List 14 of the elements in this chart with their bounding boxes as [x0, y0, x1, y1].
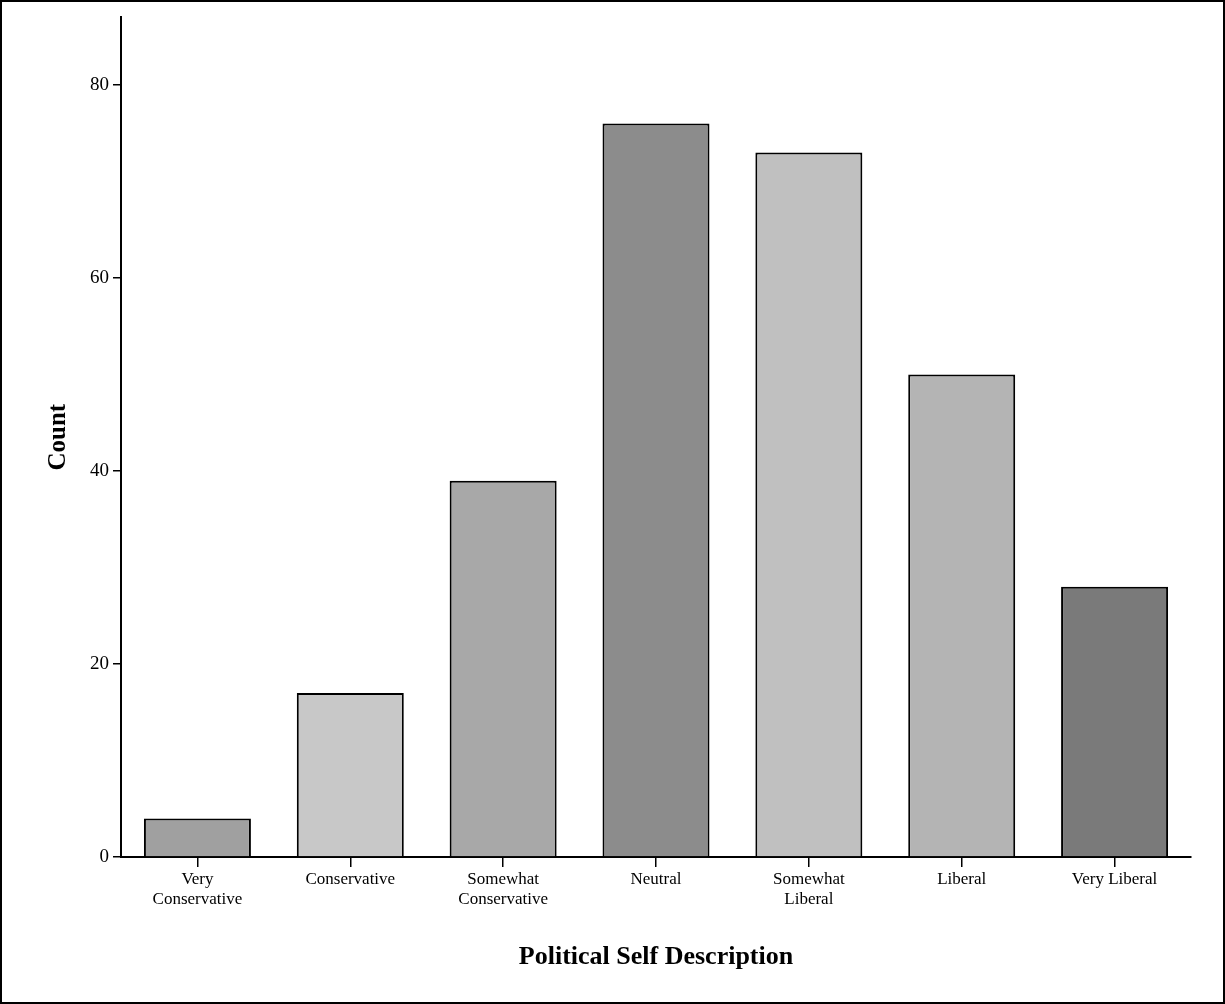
y-tick-label: 0 [99, 844, 109, 866]
x-tick-label: Somewhat Liberal [772, 868, 846, 909]
y-axis-title: Count [43, 403, 71, 471]
x-tick-label: Somewhat Conservative [458, 868, 548, 909]
x-tick-label: Neutral [630, 868, 682, 888]
x-tick-label: Liberal [937, 868, 987, 888]
y-tick-label: 60 [90, 265, 109, 287]
x-tick-label: Conservative [305, 868, 396, 888]
x-tick-label: Very Liberal [1071, 868, 1158, 888]
y-tick-label: 40 [90, 458, 109, 480]
y-tick-label: 20 [90, 651, 109, 673]
y-tick-label: 80 [90, 72, 109, 94]
x-tick-label: Very Conservative [152, 868, 243, 909]
x-axis-title: Political Self Description [518, 941, 794, 971]
